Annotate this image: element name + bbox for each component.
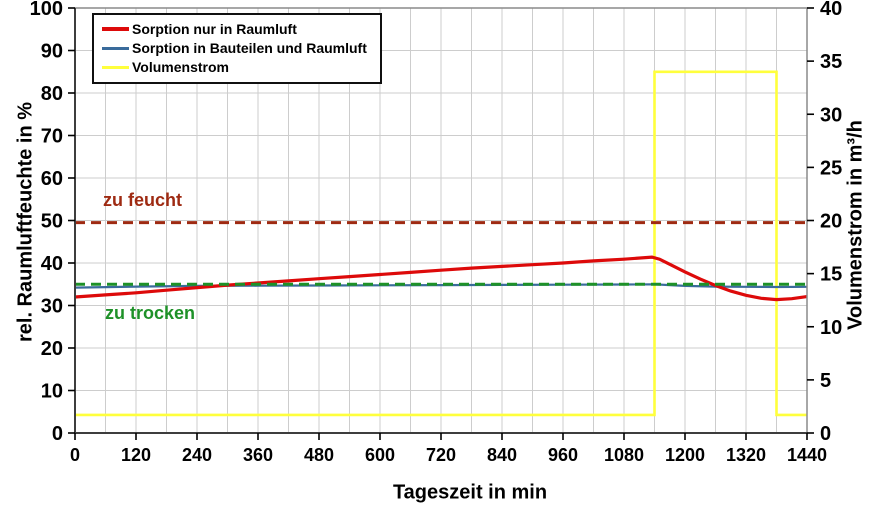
x-tick-label: 1440 [787, 445, 827, 465]
legend: Sorption nur in Raumluft Sorption in Bau… [92, 13, 382, 84]
x-tick-label: 720 [426, 445, 456, 465]
y-left-tick-label: 60 [41, 168, 63, 190]
y-right-tick-label: 15 [820, 264, 842, 286]
y-left-tick-label: 50 [41, 211, 63, 233]
legend-label: Volumenstrom [132, 59, 229, 76]
x-axis-title: Tageszeit in min [392, 481, 548, 504]
y-left-tick-label: 10 [41, 381, 63, 403]
legend-label: Sorption in Bauteilen und Raumluft [132, 40, 367, 57]
y-right-tick-label: 10 [820, 317, 842, 339]
y-right-tick-label: 35 [820, 51, 842, 73]
y-right-tick-label: 40 [820, 0, 842, 20]
legend-line-swatch-red [102, 27, 129, 32]
series-line-volumenstrom [75, 70, 807, 417]
legend-line-swatch-blue [102, 47, 129, 50]
y-right-tick-label: 25 [820, 157, 842, 179]
y-left-tick-label: 90 [41, 41, 63, 63]
annotation-zu-feucht: zu feucht [103, 190, 182, 210]
legend-item: Volumenstrom [102, 60, 376, 75]
x-tick-label: 480 [304, 445, 334, 465]
legend-item: Sorption nur in Raumluft [102, 22, 376, 37]
legend-label: Sorption nur in Raumluft [132, 21, 297, 37]
legend-item: Sorption in Bauteilen und Raumluft [102, 41, 376, 56]
y-axis-title-right: Volumenstrom in m³/h [844, 120, 867, 330]
y-left-tick-label: 0 [52, 423, 63, 445]
y-right-tick-label: 5 [820, 370, 831, 392]
annotation-zu-trocken: zu trocken [105, 303, 196, 323]
y-right-tick-label: 0 [820, 423, 831, 445]
y-left-tick-label: 70 [41, 126, 63, 148]
y-right-tick-label: 20 [820, 211, 842, 233]
x-tick-label: 120 [121, 445, 151, 465]
y-left-tick-label: 30 [41, 296, 63, 318]
x-tick-label: 240 [182, 445, 212, 465]
y-right-tick-label: 30 [820, 104, 842, 126]
y-left-tick-label: 40 [41, 253, 63, 275]
x-tick-label: 600 [365, 445, 395, 465]
x-tick-label: 360 [243, 445, 273, 465]
x-tick-label: 960 [548, 445, 578, 465]
x-tick-label: 840 [487, 445, 517, 465]
x-tick-label: 1200 [665, 445, 705, 465]
x-tick-label: 1320 [726, 445, 766, 465]
x-tick-label: 0 [70, 445, 80, 465]
y-left-tick-label: 80 [41, 83, 63, 105]
x-tick-label: 1080 [604, 445, 644, 465]
y-axis-title-left: rel. Raumluftfeuchte in % [14, 101, 37, 343]
y-left-tick-label: 100 [30, 0, 63, 20]
legend-line-swatch-yellow [102, 66, 129, 70]
y-left-tick-label: 20 [41, 338, 63, 360]
